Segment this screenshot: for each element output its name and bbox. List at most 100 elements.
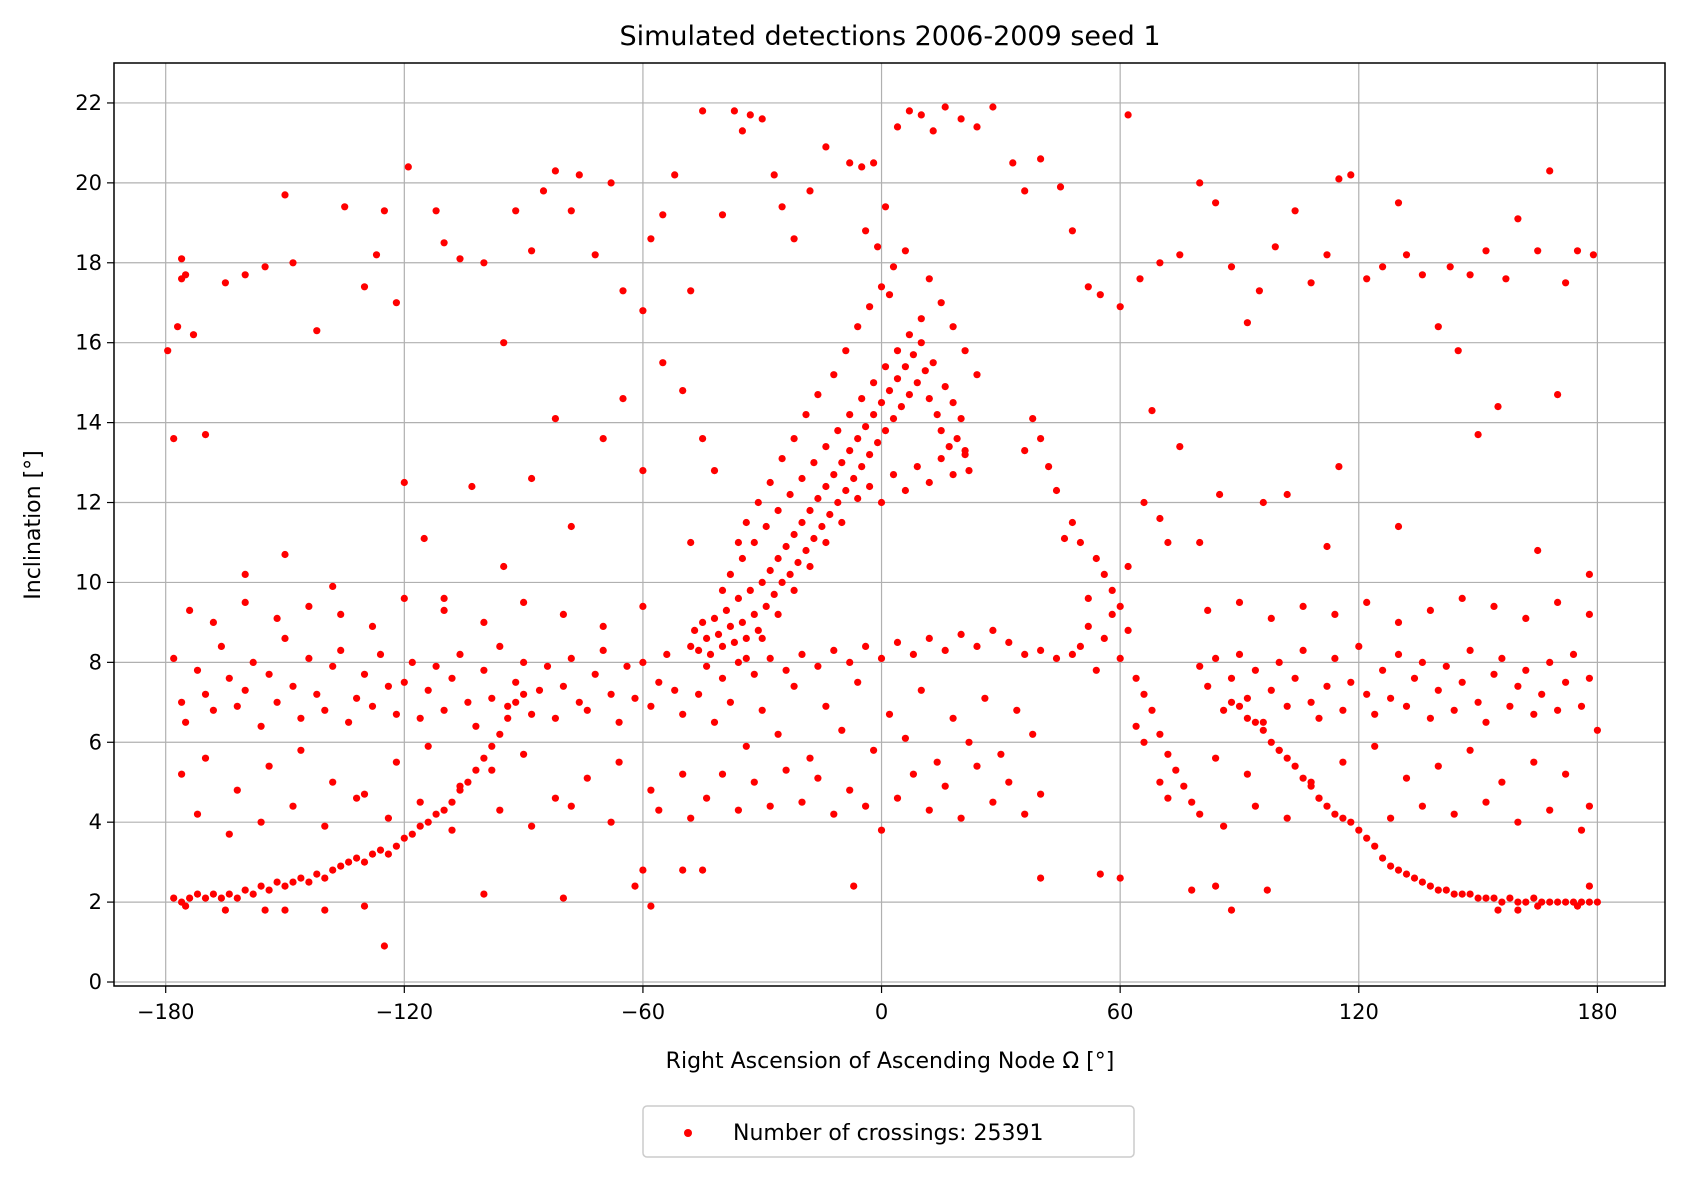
data-point: [1363, 598, 1371, 607]
data-point: [241, 886, 249, 894]
data-point: [591, 670, 599, 678]
data-point: [1371, 742, 1379, 750]
data-point: [1156, 730, 1164, 738]
data-point: [1402, 870, 1411, 878]
data-point: [893, 375, 902, 383]
data-point: [659, 359, 667, 367]
data-point: [885, 387, 894, 395]
data-point: [846, 447, 854, 455]
data-point: [225, 830, 233, 838]
data-point: [1212, 754, 1220, 762]
data-point: [1371, 842, 1379, 850]
data-point: [1212, 654, 1220, 663]
data-point: [1116, 874, 1124, 882]
data-point: [933, 411, 941, 419]
data-point: [814, 391, 822, 399]
data-point: [273, 878, 281, 886]
data-point: [368, 702, 377, 710]
data-point: [1418, 271, 1426, 279]
data-point: [822, 538, 830, 547]
data-point: [520, 690, 528, 698]
data-point: [941, 646, 949, 655]
data-point: [1136, 275, 1144, 283]
data-point: [1037, 435, 1045, 443]
data-point: [1402, 774, 1411, 782]
data-point: [372, 251, 381, 259]
data-point: [1263, 886, 1271, 894]
data-point: [794, 558, 802, 567]
data-point: [321, 906, 329, 914]
data-point: [790, 682, 798, 690]
data-point: [1227, 698, 1236, 706]
data-point: [221, 906, 229, 914]
data-point: [400, 478, 408, 487]
data-point: [738, 554, 747, 563]
data-point: [1220, 706, 1228, 714]
data-point: [961, 347, 969, 355]
data-point: [233, 894, 241, 902]
data-point: [909, 770, 918, 778]
data-point: [838, 726, 846, 734]
data-point: [790, 586, 798, 595]
data-point: [193, 890, 202, 898]
data-point: [1514, 215, 1522, 223]
data-point: [1021, 447, 1029, 455]
data-point: [1299, 602, 1307, 611]
data-point: [1573, 902, 1582, 910]
data-point: [647, 235, 655, 243]
data-point: [1108, 610, 1116, 619]
data-point: [448, 798, 456, 806]
data-point: [257, 818, 265, 826]
data-point: [718, 642, 727, 651]
data-point: [480, 754, 488, 762]
data-point: [854, 494, 862, 503]
data-point: [810, 459, 818, 467]
data-point: [440, 606, 448, 615]
y-tick-label: 22: [75, 91, 102, 115]
data-point: [464, 778, 472, 786]
data-point: [774, 730, 782, 738]
data-point: [353, 854, 361, 862]
data-point: [1259, 498, 1267, 507]
data-point: [1052, 486, 1061, 495]
data-point: [360, 858, 369, 866]
data-point: [850, 474, 858, 483]
data-point: [1387, 814, 1395, 822]
data-point: [949, 714, 957, 722]
data-point: [599, 622, 607, 631]
data-point: [1323, 542, 1331, 551]
data-point: [1212, 199, 1220, 207]
data-point: [1534, 902, 1542, 910]
data-point: [1530, 710, 1538, 718]
data-point: [905, 331, 914, 339]
data-point: [170, 654, 178, 663]
data-point: [535, 686, 544, 694]
legend-label: Number of crossings: 25391: [733, 1121, 1043, 1146]
data-point: [353, 794, 361, 802]
data-point: [953, 435, 961, 443]
data-point: [289, 802, 297, 810]
plot-frame: [113, 62, 1666, 987]
data-point: [201, 754, 210, 762]
data-point: [941, 383, 949, 391]
data-point: [225, 890, 233, 898]
data-point: [901, 734, 910, 742]
data-point: [1554, 706, 1562, 714]
data-point: [790, 435, 798, 443]
data-point: [178, 698, 186, 706]
legend-box: [642, 1105, 1135, 1158]
data-point: [881, 363, 890, 371]
data-point: [1307, 778, 1315, 786]
data-point: [917, 111, 925, 119]
data-point: [738, 127, 747, 135]
data-point: [1410, 674, 1419, 682]
data-point: [551, 714, 560, 722]
data-point: [655, 806, 663, 814]
y-tick-label: 16: [75, 331, 102, 355]
data-point: [750, 778, 758, 786]
data-point: [1307, 279, 1315, 287]
y-tick-label: 10: [75, 570, 102, 594]
data-point: [1267, 614, 1275, 623]
data-point: [838, 459, 846, 467]
data-point: [500, 339, 508, 347]
